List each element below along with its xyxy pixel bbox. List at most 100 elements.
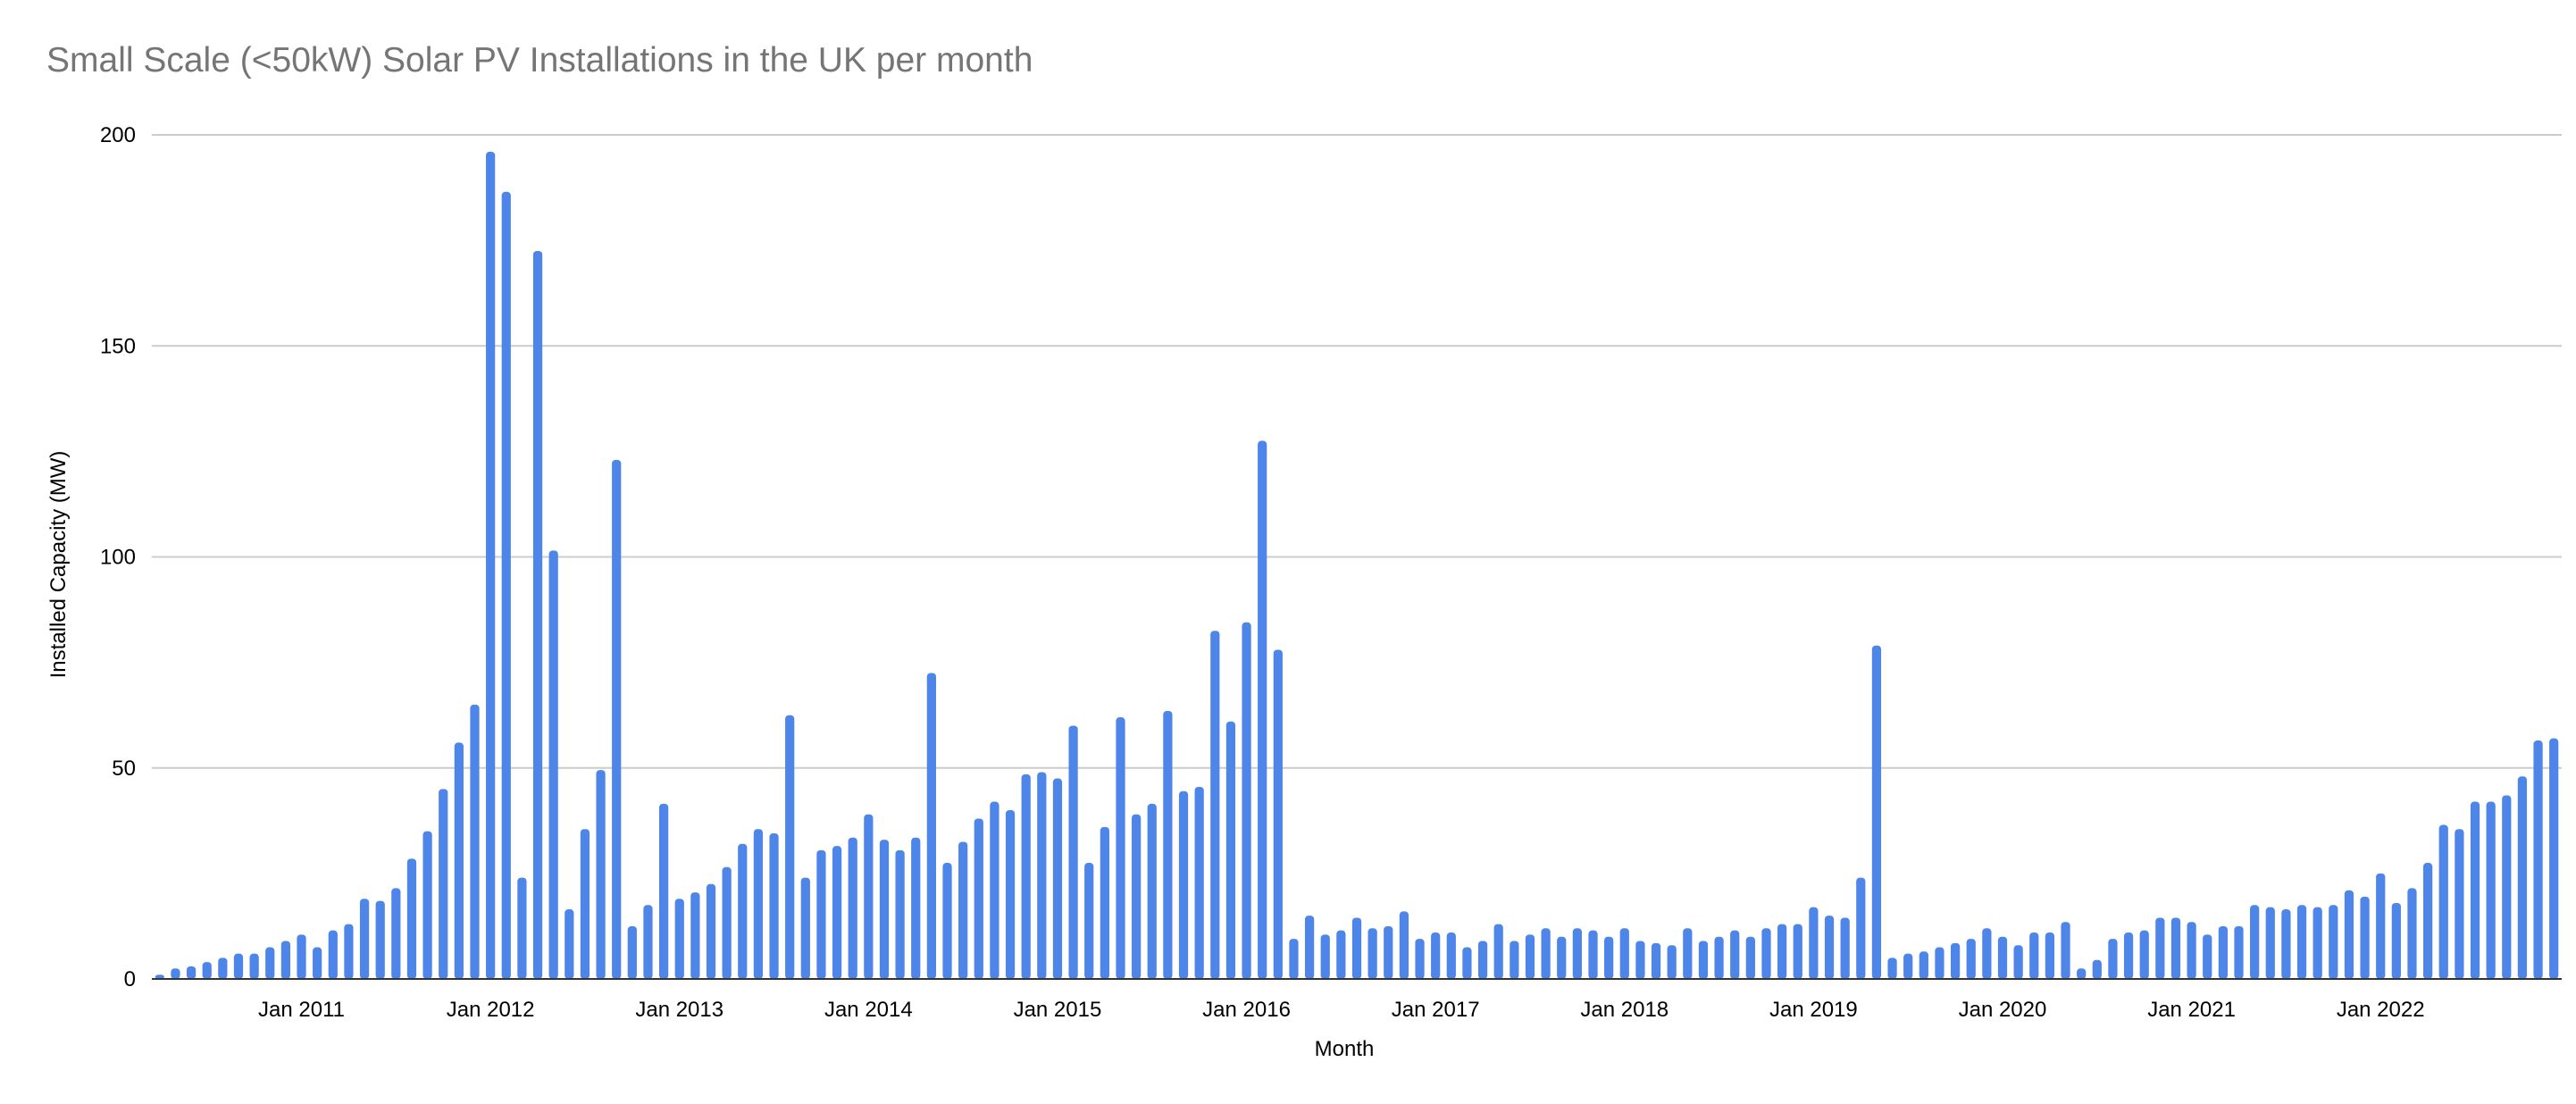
bar <box>1619 928 1629 979</box>
bar <box>171 968 180 979</box>
bar <box>1714 936 1724 979</box>
bar <box>233 953 244 979</box>
bar <box>1210 631 1220 979</box>
bar <box>2313 907 2322 979</box>
bar <box>974 818 983 979</box>
bar <box>2077 968 2087 979</box>
y-tick-label: 50 <box>112 757 136 781</box>
bar <box>2234 925 2244 979</box>
bar <box>375 900 385 979</box>
bar <box>1604 936 1614 979</box>
bar <box>1572 928 1582 979</box>
bar <box>627 925 637 979</box>
gridlines <box>152 134 2562 769</box>
bar <box>186 966 197 979</box>
bar <box>1446 933 1456 979</box>
bar <box>2045 933 2055 979</box>
bar <box>532 250 543 979</box>
bar <box>218 958 228 980</box>
bar <box>832 846 842 979</box>
bar <box>1116 717 1125 979</box>
bar <box>1242 622 1251 979</box>
bar <box>2296 905 2307 979</box>
bar <box>1871 645 1882 979</box>
bar <box>1068 725 1078 979</box>
bar <box>643 905 653 979</box>
y-tick-label: 0 <box>124 967 136 991</box>
bar <box>2329 905 2338 979</box>
y-tick-label: 200 <box>100 123 136 147</box>
bar <box>297 934 306 979</box>
y-tick-label: 100 <box>100 546 136 570</box>
bar <box>2423 863 2433 979</box>
bar <box>612 459 622 979</box>
bar <box>2203 934 2212 979</box>
bar <box>1588 930 1598 979</box>
bar <box>1840 917 1850 979</box>
bar <box>2013 945 2023 979</box>
x-tick-label: Jan 2011 <box>258 998 345 1022</box>
bar <box>1667 945 1677 979</box>
bar <box>265 947 275 979</box>
bar <box>2502 795 2512 979</box>
bar <box>596 770 606 979</box>
bar <box>1351 917 1362 979</box>
bar <box>2250 905 2260 979</box>
bar <box>313 947 322 979</box>
bar <box>1745 936 1755 979</box>
bar <box>958 841 968 979</box>
bar <box>2061 922 2070 979</box>
bar <box>2344 890 2354 979</box>
y-axis-title: Installed Capacity (MW) <box>46 451 71 679</box>
bar <box>2155 917 2165 979</box>
bar <box>2549 738 2559 979</box>
bar <box>1635 941 1645 979</box>
bar <box>1793 924 1802 979</box>
bar <box>470 704 480 980</box>
x-tick-label: Jan 2019 <box>1769 998 1858 1022</box>
bar <box>1037 772 1047 979</box>
bar <box>1730 930 1740 979</box>
bar <box>1178 790 1189 979</box>
bar <box>2170 917 2181 979</box>
bar <box>486 151 496 979</box>
bar <box>2108 939 2118 979</box>
bar <box>1525 934 1535 979</box>
bar <box>895 849 905 979</box>
bar <box>2376 873 2386 980</box>
x-tick-label: Jan 2012 <box>447 998 535 1022</box>
bar <box>658 803 669 979</box>
axes: 0 50 100 150 200 Jan 2011 Jan 2012 Jan 2013 Jan … <box>100 123 2562 1022</box>
bar <box>1856 877 1866 979</box>
bar <box>1809 907 1819 979</box>
bar <box>1273 649 1283 979</box>
bar <box>1510 941 1519 979</box>
bar <box>2470 801 2480 979</box>
bar <box>1163 710 1173 979</box>
bar <box>1903 953 1913 979</box>
bar <box>2029 933 2039 979</box>
bar <box>439 789 448 980</box>
bar <box>1997 936 2008 979</box>
bar <box>2486 801 2496 979</box>
bar <box>2123 933 2134 979</box>
bar <box>1384 925 1393 979</box>
bar <box>565 909 574 979</box>
bar <box>422 831 432 980</box>
bar <box>1289 939 1299 979</box>
bar <box>1258 440 1267 979</box>
bars <box>155 151 2559 980</box>
bar <box>1147 803 1157 979</box>
bar <box>328 930 338 979</box>
bar <box>1824 916 1835 980</box>
bar <box>1431 933 1441 979</box>
bar <box>2517 776 2528 979</box>
bar <box>1683 928 1693 979</box>
bar <box>690 892 700 979</box>
bar <box>280 941 291 979</box>
bar <box>1100 826 1109 979</box>
bar <box>1052 778 1063 979</box>
bar <box>1336 930 1346 979</box>
bar <box>1462 947 1472 979</box>
